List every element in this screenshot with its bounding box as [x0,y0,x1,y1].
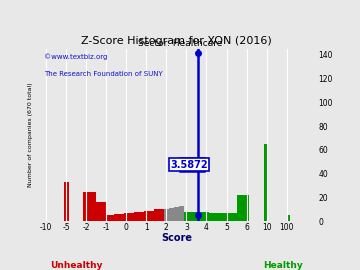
Bar [164,210,169,221]
Bar [174,207,179,221]
Bar [129,213,134,221]
Text: The Research Foundation of SUNY: The Research Foundation of SUNY [44,71,163,77]
Bar [83,192,96,221]
X-axis label: Score: Score [161,233,192,243]
Bar [104,215,109,221]
Bar [288,215,290,221]
Bar [64,182,69,221]
Bar [149,211,154,221]
Text: Unhealthy: Unhealthy [50,261,102,270]
Bar [159,210,164,221]
Text: ©www.textbiz.org: ©www.textbiz.org [44,54,108,60]
Bar [209,213,214,221]
Bar [139,212,144,221]
Bar [144,211,149,221]
Text: Healthy: Healthy [263,261,302,270]
Bar [221,213,231,221]
Bar [264,144,267,221]
Bar [219,213,224,221]
Bar [231,213,242,221]
Bar [184,212,189,221]
Bar [179,206,184,221]
Bar [237,195,249,221]
Bar [189,212,194,221]
Bar [194,212,199,221]
Bar [114,214,119,221]
Y-axis label: Number of companies (670 total): Number of companies (670 total) [28,83,33,187]
Bar [134,212,139,221]
Bar [287,66,288,221]
Bar [199,212,204,221]
Text: Sector: Healthcare: Sector: Healthcare [138,39,222,48]
Title: Z-Score Histogram for XON (2016): Z-Score Histogram for XON (2016) [81,36,272,46]
Bar [204,212,209,221]
Text: 3.5872: 3.5872 [170,160,208,170]
Bar [154,210,159,221]
Bar [86,202,106,221]
Bar [124,213,129,221]
Bar [169,208,174,221]
Bar [119,214,124,221]
Bar [214,213,219,221]
Bar [109,215,114,221]
